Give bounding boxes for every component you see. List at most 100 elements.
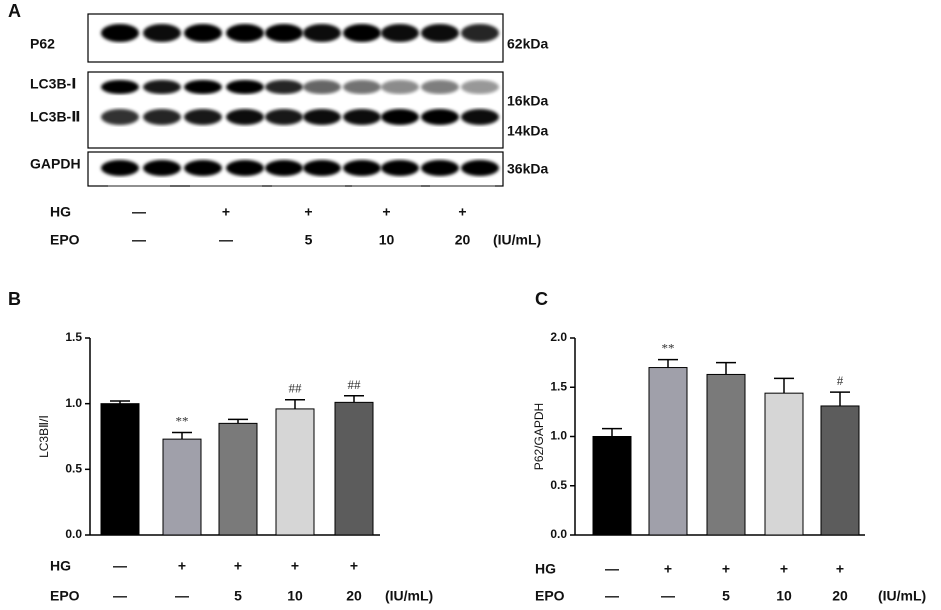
condition-value: + bbox=[780, 561, 788, 577]
blot-band bbox=[226, 80, 264, 94]
blot-band bbox=[421, 80, 459, 94]
y-tick-label: 1.0 bbox=[65, 396, 82, 410]
condition-label: EPO bbox=[50, 232, 80, 248]
y-tick-label: 0.5 bbox=[65, 462, 82, 476]
y-axis-label: LC3BⅡ/Ⅰ bbox=[37, 415, 51, 458]
blot-band bbox=[101, 80, 139, 94]
condition-unit: (IU/mL) bbox=[878, 588, 926, 604]
blot-band bbox=[143, 109, 181, 125]
condition-value: + bbox=[222, 204, 230, 220]
blot-row-label: LC3B-Ⅱ bbox=[30, 109, 80, 125]
blot-band bbox=[421, 160, 459, 176]
blot-band bbox=[143, 80, 181, 94]
blot-band bbox=[381, 80, 419, 94]
y-tick-label: 0.5 bbox=[550, 478, 567, 492]
y-axis-label: P62/GAPDH bbox=[532, 403, 546, 470]
blot-band bbox=[303, 160, 341, 176]
condition-value: + bbox=[234, 558, 242, 574]
blot-band bbox=[101, 24, 139, 42]
condition-value: — bbox=[132, 232, 146, 248]
bar bbox=[706, 373, 746, 536]
bar bbox=[648, 367, 688, 536]
condition-value: 10 bbox=[287, 588, 303, 604]
blot-band bbox=[184, 80, 222, 94]
blot-band bbox=[461, 80, 499, 94]
blot-row-label: GAPDH bbox=[30, 156, 81, 172]
condition-value: + bbox=[291, 558, 299, 574]
condition-value: + bbox=[722, 561, 730, 577]
blot-row-label: LC3B-Ⅰ bbox=[30, 76, 76, 92]
annotation: ** bbox=[662, 341, 675, 356]
blot-band bbox=[265, 109, 303, 125]
annotation: ## bbox=[289, 381, 303, 396]
blot-band bbox=[303, 109, 341, 125]
condition-value: 20 bbox=[455, 232, 471, 248]
y-tick-label: 1.0 bbox=[550, 429, 567, 443]
panel-label: A bbox=[8, 1, 21, 21]
condition-value: + bbox=[350, 558, 358, 574]
condition-label: EPO bbox=[535, 588, 565, 604]
blot-band bbox=[265, 80, 303, 94]
panel-label: B bbox=[8, 289, 21, 309]
annotation: # bbox=[837, 373, 844, 388]
condition-value: + bbox=[458, 204, 466, 220]
condition-label: HG bbox=[50, 558, 71, 574]
blot-band bbox=[226, 24, 264, 42]
bar bbox=[275, 408, 315, 536]
condition-value: + bbox=[178, 558, 186, 574]
condition-value: 5 bbox=[722, 588, 730, 604]
blot-band bbox=[381, 24, 419, 42]
condition-value: + bbox=[664, 561, 672, 577]
blot-marker: 36kDa bbox=[507, 161, 548, 177]
blot-band bbox=[461, 109, 499, 125]
blot-band bbox=[101, 160, 139, 176]
blot-band bbox=[343, 160, 381, 176]
condition-unit: (IU/mL) bbox=[493, 232, 541, 248]
y-tick-label: 2.0 bbox=[550, 330, 567, 344]
bar bbox=[162, 438, 202, 536]
condition-value: — bbox=[113, 558, 127, 574]
blot-band bbox=[143, 24, 181, 42]
blot-band bbox=[303, 80, 341, 94]
condition-value: 20 bbox=[832, 588, 848, 604]
condition-value: — bbox=[219, 232, 233, 248]
condition-label: HG bbox=[50, 204, 71, 220]
blot-band bbox=[381, 160, 419, 176]
y-tick-label: 1.5 bbox=[65, 330, 82, 344]
blot-band bbox=[265, 160, 303, 176]
blot-band bbox=[226, 109, 264, 125]
blot-row-label: P62 bbox=[30, 36, 55, 52]
bar bbox=[100, 403, 140, 536]
condition-label: HG bbox=[535, 561, 556, 577]
condition-value: — bbox=[175, 588, 189, 604]
y-tick-label: 1.5 bbox=[550, 379, 567, 393]
bar bbox=[820, 405, 860, 536]
condition-value: — bbox=[605, 561, 619, 577]
blot-marker: 62kDa bbox=[507, 36, 548, 52]
blot-marker: 16kDa bbox=[507, 93, 548, 109]
bar bbox=[218, 422, 258, 536]
blot-marker: 14kDa bbox=[507, 123, 548, 139]
blot-band bbox=[265, 24, 303, 42]
y-tick-label: 0.0 bbox=[65, 527, 82, 541]
blot-band bbox=[461, 24, 499, 42]
condition-value: 10 bbox=[776, 588, 792, 604]
blot-band bbox=[343, 24, 381, 42]
condition-value: + bbox=[836, 561, 844, 577]
annotation: ** bbox=[176, 414, 189, 429]
panel-label: C bbox=[535, 289, 548, 309]
condition-value: — bbox=[132, 204, 146, 220]
blot-band bbox=[184, 160, 222, 176]
blot-band bbox=[143, 160, 181, 176]
blot-band bbox=[226, 160, 264, 176]
blot-band bbox=[381, 109, 419, 125]
blot-band bbox=[421, 109, 459, 125]
blot-band bbox=[101, 109, 139, 125]
condition-value: 5 bbox=[305, 232, 313, 248]
blot-band bbox=[303, 24, 341, 42]
blot-band bbox=[184, 109, 222, 125]
blot-band bbox=[461, 160, 499, 176]
blot-band bbox=[184, 24, 222, 42]
condition-label: EPO bbox=[50, 588, 80, 604]
